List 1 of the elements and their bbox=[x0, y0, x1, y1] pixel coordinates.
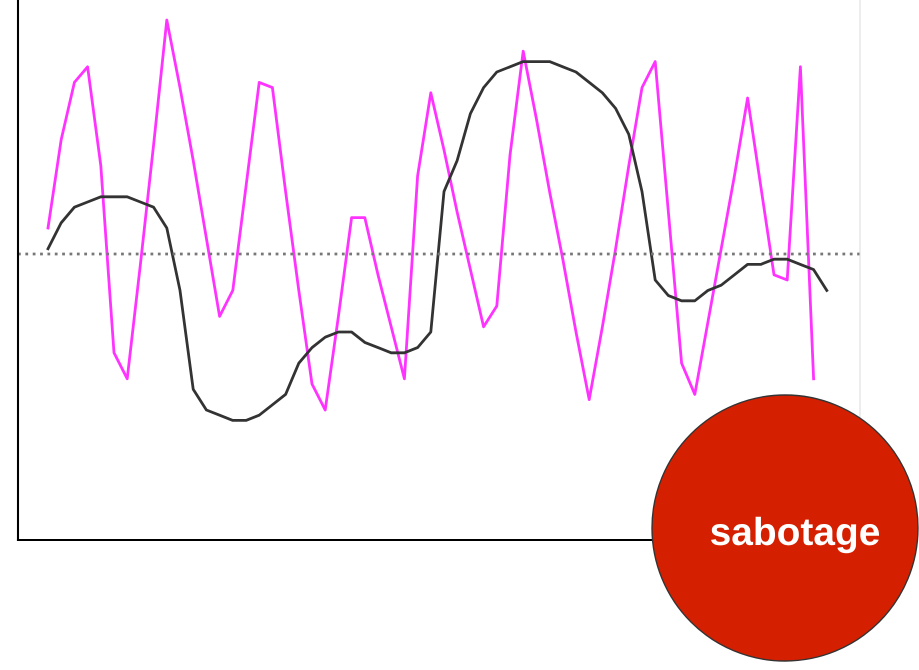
annotation: sabotage bbox=[711, 516, 880, 554]
